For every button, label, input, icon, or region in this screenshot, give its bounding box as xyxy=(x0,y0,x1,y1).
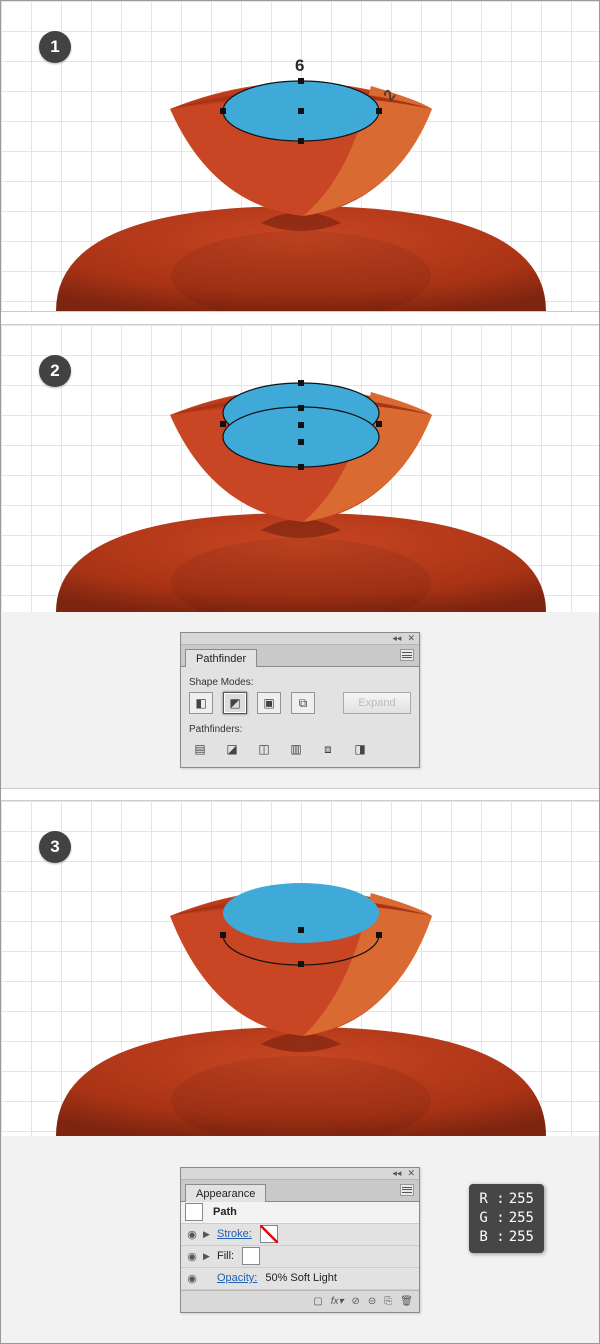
tutorial-container: 1 xyxy=(0,0,600,1344)
fill-swatch[interactable] xyxy=(242,1247,260,1265)
collapse-icon[interactable]: ◂◂ xyxy=(392,633,401,644)
object-thumbnail xyxy=(185,1203,203,1221)
pathfinders-label: Pathfinders: xyxy=(189,724,411,735)
pathfinder-panel-section: ◂◂ ✕ Pathfinder Shape Modes: ◧ ◩ ▣ ⧉ Exp… xyxy=(1,612,599,788)
close-icon[interactable]: ✕ xyxy=(407,633,415,644)
fx-icon[interactable]: fx▾ xyxy=(331,1296,344,1307)
panel-menu-icon[interactable] xyxy=(400,649,414,661)
mode-exclude-button[interactable]: ⧉ xyxy=(291,692,315,714)
disclosure-icon[interactable]: ▶ xyxy=(203,1251,213,1262)
size-tooltip: 6 xyxy=(295,56,304,76)
visibility-icon[interactable]: ◉ xyxy=(185,1228,199,1241)
appearance-object-row: Path xyxy=(181,1202,419,1224)
step-2: 2 xyxy=(1,325,599,612)
opacity-value: 50% Soft Light xyxy=(265,1272,337,1284)
pf-trim-button[interactable]: ◪ xyxy=(221,739,243,759)
divider xyxy=(1,788,599,801)
rgb-g-label: G : xyxy=(479,1209,504,1228)
rgb-b-label: B : xyxy=(479,1228,504,1247)
fill-label: Fill: xyxy=(217,1250,234,1262)
visibility-icon[interactable]: ◉ xyxy=(185,1272,199,1285)
pathfinders-row: ▤ ◪ ◫ ▥ ⧈ ◨ xyxy=(189,739,411,759)
step-2-artwork xyxy=(1,325,599,612)
visibility-icon[interactable]: ◉ xyxy=(185,1250,199,1263)
close-icon[interactable]: ✕ xyxy=(407,1168,415,1179)
rgb-r-label: R : xyxy=(479,1190,504,1209)
duplicate-icon[interactable]: ⎘ xyxy=(384,1296,392,1307)
step-1: 1 xyxy=(1,1,599,311)
panel-tab-row: Pathfinder xyxy=(181,645,419,667)
pathfinder-tab[interactable]: Pathfinder xyxy=(185,649,257,667)
object-label: Path xyxy=(207,1206,237,1218)
clear-icon[interactable]: ⊘ xyxy=(352,1296,360,1307)
step-3-artwork xyxy=(1,801,599,1136)
stroke-swatch[interactable] xyxy=(260,1225,278,1243)
opacity-label[interactable]: Opacity: xyxy=(217,1272,257,1284)
rgb-b-value: 255 xyxy=(509,1228,534,1247)
pf-divide-button[interactable]: ▤ xyxy=(189,739,211,759)
delete-icon[interactable]: 🗑 xyxy=(400,1296,413,1307)
mode-intersect-button[interactable]: ▣ xyxy=(257,692,281,714)
rgb-tooltip: R : 255 G : 255 B : 255 xyxy=(469,1184,544,1253)
appearance-fill-row[interactable]: ◉ ▶ Fill: xyxy=(181,1246,419,1268)
appearance-panel-section: ◂◂ ✕ Appearance Path ◉ ▶ Stroke: ◉ ▶ F xyxy=(1,1136,599,1343)
no-select-icon[interactable]: ⊝ xyxy=(368,1296,376,1307)
panel-menu-icon[interactable] xyxy=(400,1184,414,1196)
new-art-icon[interactable]: ▢ xyxy=(313,1296,322,1307)
shape-modes-label: Shape Modes: xyxy=(189,677,411,688)
mode-minus-front-button[interactable]: ◩ xyxy=(223,692,247,714)
appearance-stroke-row[interactable]: ◉ ▶ Stroke: xyxy=(181,1224,419,1246)
pathfinder-panel: ◂◂ ✕ Pathfinder Shape Modes: ◧ ◩ ▣ ⧉ Exp… xyxy=(180,632,420,768)
stroke-label[interactable]: Stroke: xyxy=(217,1228,252,1240)
step-1-artwork xyxy=(1,1,599,311)
disclosure-icon[interactable]: ▶ xyxy=(203,1229,213,1240)
appearance-footer: ▢ fx▾ ⊘ ⊝ ⎘ 🗑 xyxy=(181,1290,419,1312)
panel-top-strip: ◂◂ ✕ xyxy=(181,1168,419,1180)
pf-outline-button[interactable]: ⧈ xyxy=(317,739,339,759)
shape-modes-row: ◧ ◩ ▣ ⧉ Expand xyxy=(189,692,411,714)
divider xyxy=(1,311,599,325)
pf-minus-back-button[interactable]: ◨ xyxy=(349,739,371,759)
expand-button: Expand xyxy=(343,692,411,714)
panel-top-strip: ◂◂ ✕ xyxy=(181,633,419,645)
rgb-r-value: 255 xyxy=(509,1190,534,1209)
panel-tab-row: Appearance xyxy=(181,1180,419,1202)
pf-merge-button[interactable]: ◫ xyxy=(253,739,275,759)
rgb-g-value: 255 xyxy=(509,1209,534,1228)
appearance-tab[interactable]: Appearance xyxy=(185,1184,266,1202)
collapse-icon[interactable]: ◂◂ xyxy=(392,1168,401,1179)
step-3: 3 xyxy=(1,801,599,1136)
appearance-panel: ◂◂ ✕ Appearance Path ◉ ▶ Stroke: ◉ ▶ F xyxy=(180,1167,420,1313)
pf-crop-button[interactable]: ▥ xyxy=(285,739,307,759)
appearance-opacity-row[interactable]: ◉ Opacity: 50% Soft Light xyxy=(181,1268,419,1290)
mode-unite-button[interactable]: ◧ xyxy=(189,692,213,714)
